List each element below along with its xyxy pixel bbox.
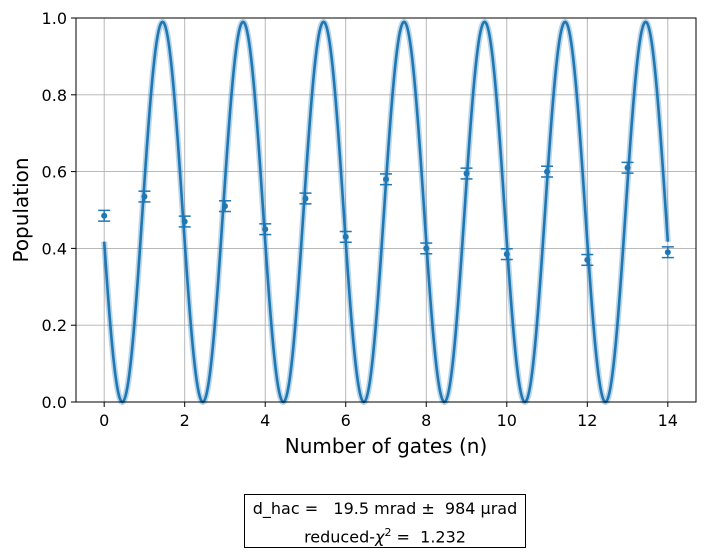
data-marker: [262, 226, 269, 233]
data-point: [218, 200, 231, 213]
fit-parameter-text: d_hac = 19.5 mrad ± 984 μrad: [252, 499, 518, 518]
data-marker: [383, 176, 389, 183]
y-tick-label: 0.2: [42, 316, 67, 335]
data-point: [541, 165, 554, 178]
data-point: [661, 246, 674, 259]
x-tick-label: 6: [341, 411, 351, 430]
data-marker: [342, 233, 349, 240]
y-tick-label: 1.0: [42, 9, 67, 28]
y-axis-label: Population: [9, 157, 33, 262]
x-tick-label: 4: [260, 411, 270, 430]
fit-confidence-band: [101, 18, 671, 405]
x-axis-label: Number of gates (n): [285, 434, 488, 458]
data-marker: [544, 168, 551, 175]
data-point: [460, 167, 473, 180]
data-marker: [141, 193, 148, 200]
data-marker: [181, 218, 188, 225]
data-marker: [624, 164, 631, 171]
data-marker: [584, 256, 591, 263]
x-ticks: 0 2 4 6 8 10 12 14: [99, 402, 678, 430]
data-marker: [463, 170, 470, 177]
x-tick-label: 2: [180, 411, 190, 430]
data-point: [138, 190, 151, 203]
y-tick-label: 0.8: [42, 86, 67, 105]
x-tick-label: 8: [421, 411, 431, 430]
y-tick-label: 0.6: [42, 163, 67, 182]
x-tick-label: 14: [658, 411, 678, 430]
y-ticks: 0.0 0.2 0.4 0.6 0.8 1.0: [42, 9, 76, 412]
x-tick-label: 10: [497, 411, 517, 430]
fit-curve-group: [101, 18, 671, 405]
data-point: [178, 215, 191, 228]
data-point: [621, 161, 634, 174]
chi-exponent: 2: [384, 526, 392, 539]
data-marker: [221, 203, 228, 210]
data-marker: [101, 212, 108, 219]
y-tick-label: 0.0: [42, 393, 67, 412]
data-point: [500, 248, 513, 261]
data-point: [299, 192, 312, 205]
plot-frame: [75, 17, 697, 403]
x-tick-label: 0: [99, 411, 109, 430]
data-point: [98, 209, 111, 222]
data-marker: [423, 245, 430, 252]
data-marker: [664, 249, 671, 256]
reduced-chi2-value: = 1.232: [391, 527, 466, 547]
chi-symbol: χ: [375, 527, 385, 547]
data-point: [259, 223, 272, 236]
data-marker: [302, 195, 309, 202]
data-points-group: [98, 161, 674, 267]
fit-results-box: d_hac = 19.5 mrad ± 984 μrad reduced-χ2 …: [244, 494, 526, 548]
data-point: [420, 242, 433, 255]
reduced-chi2-prefix: reduced-: [304, 527, 375, 547]
data-point: [581, 253, 594, 267]
data-point: [339, 230, 352, 244]
data-point: [380, 173, 392, 186]
y-tick-label: 0.4: [42, 239, 67, 258]
x-tick-label: 12: [577, 411, 597, 430]
reduced-chi2-text: reduced-χ2 = 1.232: [245, 521, 525, 549]
data-marker: [503, 251, 510, 258]
